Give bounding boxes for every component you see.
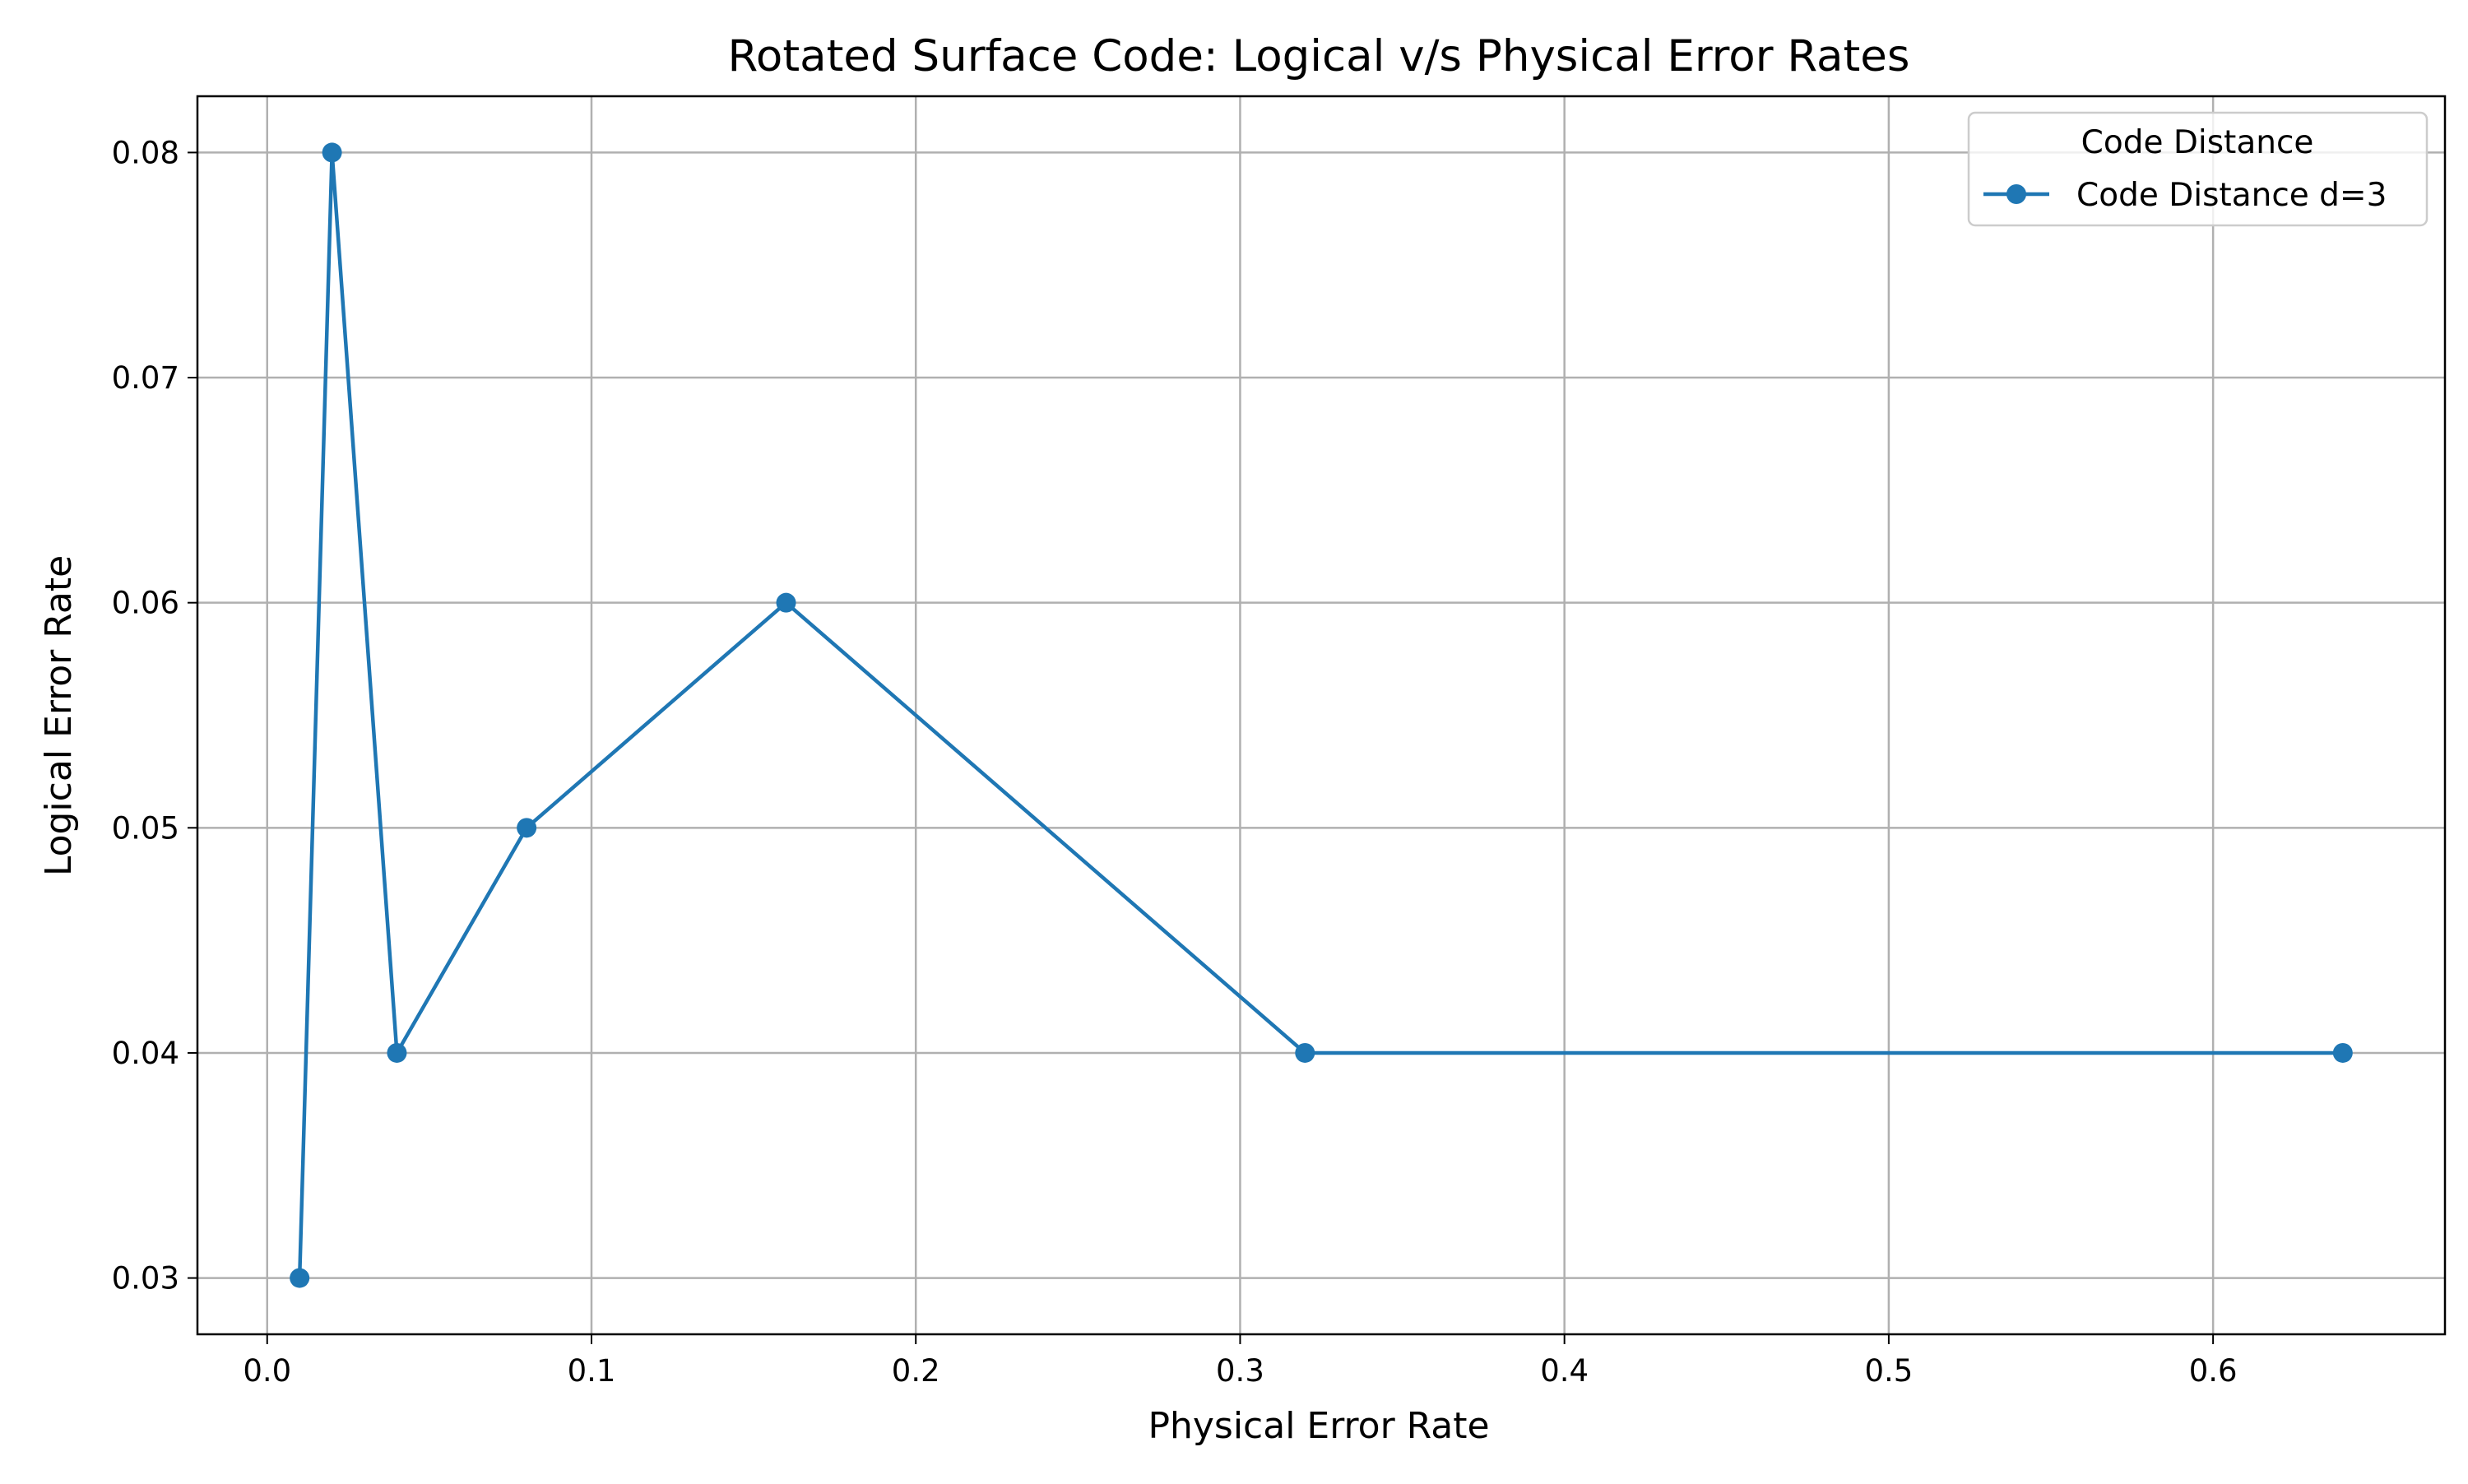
y-tick-label: 0.05 bbox=[112, 810, 179, 846]
y-axis: 0.03 0.04 0.05 0.06 0.07 0.08 bbox=[112, 135, 197, 1296]
legend-title: Code Distance bbox=[2081, 124, 2314, 161]
data-point bbox=[1295, 1042, 1315, 1063]
data-point bbox=[290, 1268, 310, 1288]
x-tick-label: 0.0 bbox=[243, 1353, 291, 1389]
y-tick-label: 0.08 bbox=[112, 135, 179, 170]
data-point bbox=[2332, 1042, 2353, 1063]
series-layer bbox=[290, 142, 2353, 1288]
data-point bbox=[776, 592, 796, 613]
x-tick-label: 0.3 bbox=[1216, 1353, 1264, 1389]
x-tick-label: 0.2 bbox=[892, 1353, 940, 1389]
data-point bbox=[322, 142, 342, 163]
y-tick-label: 0.07 bbox=[112, 360, 179, 396]
data-point bbox=[517, 818, 537, 838]
y-axis-label: Logical Error Rate bbox=[38, 555, 80, 876]
legend-series-marker bbox=[2006, 184, 2026, 204]
plot-frame bbox=[196, 95, 2447, 1336]
x-tick-label: 0.1 bbox=[568, 1353, 616, 1389]
data-point bbox=[387, 1042, 407, 1063]
x-tick-label: 0.6 bbox=[2189, 1353, 2238, 1389]
x-tick-label: 0.5 bbox=[1864, 1353, 1913, 1389]
y-tick-label: 0.03 bbox=[112, 1261, 179, 1296]
chart-title: Rotated Surface Code: Logical v/s Physic… bbox=[727, 31, 1909, 81]
legend-box bbox=[1967, 111, 2429, 227]
legend: Code Distance Code Distance d=3 bbox=[1967, 111, 2429, 227]
plot-area bbox=[196, 95, 2447, 1336]
x-axis: 0.0 0.1 0.2 0.3 0.4 0.5 0.6 bbox=[243, 1334, 2238, 1389]
y-tick-label: 0.06 bbox=[112, 586, 179, 621]
y-tick-label: 0.04 bbox=[112, 1036, 179, 1071]
x-tick-label: 0.4 bbox=[1540, 1353, 1589, 1389]
legend-series-label: Code Distance d=3 bbox=[2076, 177, 2387, 214]
x-axis-label: Physical Error Rate bbox=[1148, 1405, 1489, 1447]
